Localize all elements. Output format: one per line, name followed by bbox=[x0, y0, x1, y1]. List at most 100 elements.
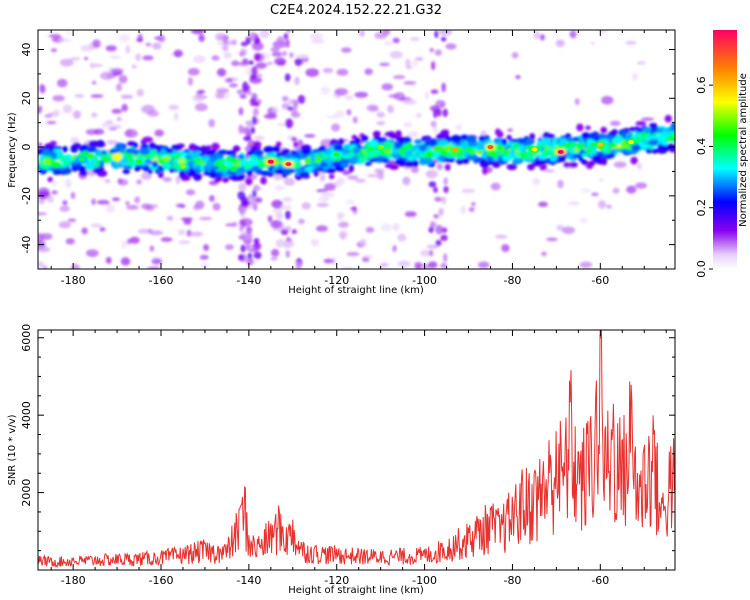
heatmap-ridge-cell bbox=[475, 141, 486, 147]
heatmap-ridge-cell bbox=[272, 146, 281, 153]
x-tick-label: -120 bbox=[324, 274, 349, 287]
heatmap-noise-cell bbox=[569, 30, 577, 39]
heatmap-ridge-cell bbox=[410, 154, 419, 161]
heatmap-noise-cell bbox=[175, 175, 181, 185]
heatmap-noise-cell bbox=[92, 39, 101, 49]
y-tick-label: 0 bbox=[20, 144, 33, 151]
heatmap-ridge-cell bbox=[171, 144, 181, 151]
heatmap-noise-cell bbox=[495, 234, 508, 239]
heatmap-hotspot bbox=[487, 145, 494, 150]
heatmap-noise-cell bbox=[557, 179, 564, 189]
heatmap-noise-cell bbox=[282, 50, 287, 57]
heatmap-noise-cell bbox=[384, 40, 394, 46]
heatmap-noise-cell bbox=[222, 45, 229, 52]
heatmap-streak-cell bbox=[237, 190, 246, 200]
heatmap-noise-cell bbox=[324, 183, 336, 191]
heatmap-noise-cell bbox=[197, 89, 206, 94]
heatmap-streak-cell bbox=[441, 82, 447, 93]
heatmap-streak-cell bbox=[248, 60, 254, 65]
y-tick-label: 2000 bbox=[20, 479, 33, 507]
heatmap-hotspot bbox=[452, 147, 459, 152]
heatmap-noise-cell bbox=[125, 201, 130, 206]
heatmap-noise-cell bbox=[131, 64, 137, 69]
heatmap-noise-cell bbox=[305, 68, 320, 77]
heatmap-noise-cell bbox=[625, 40, 637, 45]
heatmap-noise-cell bbox=[183, 219, 192, 225]
heatmap-ridge-cell bbox=[313, 155, 322, 163]
heatmap-noise-cell bbox=[427, 261, 438, 269]
heatmap-ridge-cell bbox=[224, 159, 230, 165]
heatmap-ridge-cell bbox=[326, 167, 336, 174]
heatmap-streak-cell bbox=[428, 226, 434, 233]
heatmap-ridge-cell bbox=[80, 144, 89, 152]
x-tick-label: -60 bbox=[591, 274, 609, 287]
heatmap-ridge-cell bbox=[51, 153, 58, 160]
heatmap-noise-cell bbox=[511, 52, 519, 59]
heatmap-noise-cell bbox=[610, 120, 621, 127]
heatmap-ridge-cell bbox=[301, 148, 312, 155]
heatmap-hotspot bbox=[531, 147, 538, 152]
heatmap-noise-cell bbox=[136, 179, 143, 185]
heatmap-noise-cell bbox=[190, 231, 204, 237]
heatmap-ridge-cell bbox=[343, 144, 350, 150]
heatmap-noise-cell bbox=[194, 103, 208, 112]
heatmap-noise-cell bbox=[112, 124, 122, 129]
heatmap-ridge-cell bbox=[105, 156, 111, 162]
heatmap-noise-cell bbox=[157, 34, 166, 43]
heatmap-noise-cell bbox=[574, 98, 580, 106]
heatmap-ridge-cell bbox=[139, 147, 150, 156]
heatmap-noise-cell bbox=[151, 258, 163, 265]
heatmap-noise-cell bbox=[580, 188, 592, 193]
heatmap-noise-cell bbox=[185, 189, 196, 196]
heatmap-noise-cell bbox=[105, 256, 112, 264]
heatmap-noise-cell bbox=[74, 94, 85, 98]
heatmap-streak-cell bbox=[440, 234, 448, 242]
heatmap-streak-cell bbox=[246, 257, 254, 266]
heatmap-streak-cell bbox=[252, 107, 259, 117]
heatmap-noise-cell bbox=[120, 94, 134, 99]
heatmap-streak-cell bbox=[287, 106, 293, 111]
heatmap-noise-cell bbox=[136, 89, 144, 97]
heatmap-ridge-cell bbox=[225, 155, 234, 161]
heatmap-ridge-cell bbox=[494, 144, 503, 151]
heatmap-ridge-cell bbox=[424, 151, 434, 159]
heatmap-noise-cell bbox=[70, 136, 80, 144]
heatmap-noise-cell bbox=[338, 230, 348, 239]
heatmap-noise-cell bbox=[354, 91, 369, 98]
heatmap-noise-cell bbox=[315, 225, 328, 232]
heatmap-ridge-cell bbox=[223, 165, 230, 172]
heatmap-noise-cell bbox=[141, 203, 152, 210]
heatmap-noise-cell bbox=[381, 83, 394, 91]
heatmap-ridge-cell bbox=[418, 144, 427, 152]
heatmap-ridge-cell bbox=[142, 164, 150, 172]
heatmap-noise-cell bbox=[99, 227, 106, 232]
heatmap-ridge-cell bbox=[62, 146, 68, 153]
heatmap-noise-cell bbox=[414, 261, 423, 269]
heatmap-ridge-cell bbox=[656, 147, 668, 154]
heatmap-noise-cell bbox=[319, 173, 326, 182]
heatmap-ridge-cell bbox=[600, 126, 607, 134]
heatmap-ridge-cell bbox=[605, 147, 612, 153]
x-tick-label: -140 bbox=[236, 274, 261, 287]
heatmap-noise-cell bbox=[111, 108, 122, 114]
heatmap-noise-cell bbox=[147, 266, 161, 269]
heatmap-streak-cell bbox=[286, 30, 291, 33]
heatmap-ridge-cell bbox=[541, 137, 550, 145]
heatmap-ridge-cell bbox=[42, 159, 51, 165]
heatmap-ridge-cell bbox=[506, 135, 512, 140]
heatmap-noise-cell bbox=[129, 236, 140, 244]
heatmap-noise-cell bbox=[410, 166, 419, 174]
heatmap-noise-cell bbox=[331, 123, 341, 132]
heatmap-streak-cell bbox=[253, 184, 260, 192]
heatmap-ridge-cell bbox=[609, 141, 617, 149]
heatmap-noise-cell bbox=[134, 196, 141, 204]
heatmap-noise-cell bbox=[135, 38, 144, 42]
heatmap-streak-cell bbox=[240, 48, 248, 56]
heatmap-streak-cell bbox=[238, 254, 245, 261]
heatmap-hotspot bbox=[377, 145, 384, 150]
heatmap-noise-cell bbox=[283, 239, 295, 248]
heatmap-noise-cell bbox=[137, 228, 151, 234]
colorbar-label: Normalized spectral amplitude bbox=[738, 73, 749, 227]
heatmap-noise-cell bbox=[598, 178, 604, 183]
heatmap-noise-cell bbox=[477, 261, 490, 269]
